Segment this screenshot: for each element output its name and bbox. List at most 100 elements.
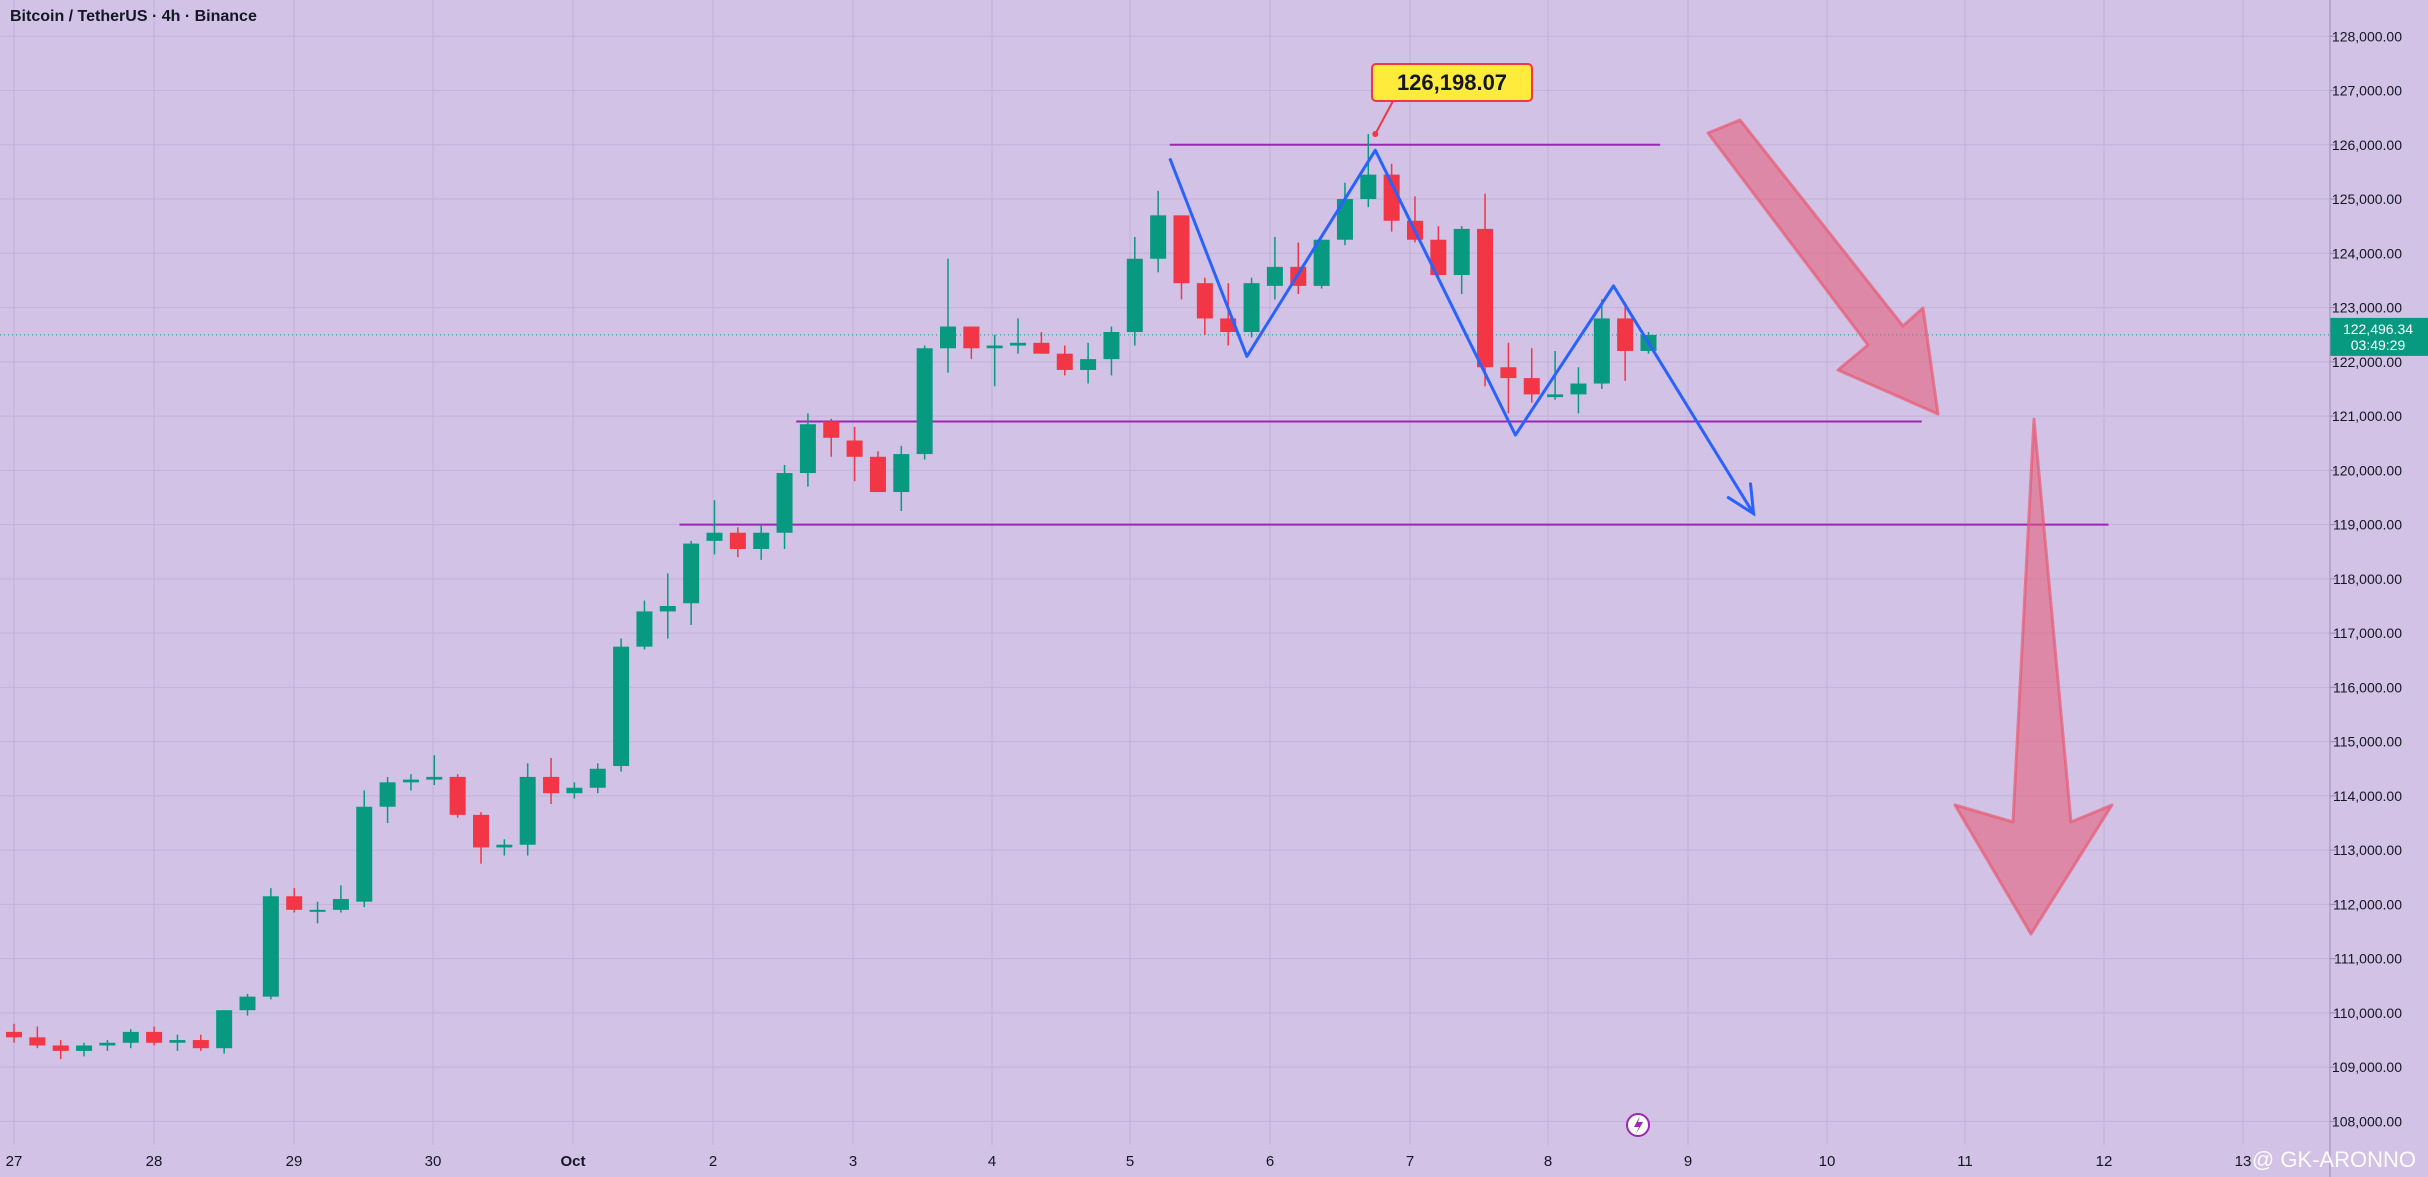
pattern-arrowhead: [1726, 482, 1756, 517]
y-tick-label: 128,000.00: [2332, 28, 2402, 44]
candle-body: [869, 456, 886, 493]
y-tick-label: 118,000.00: [2333, 571, 2402, 587]
candle-body: [986, 345, 1003, 349]
projection-arrow-2: [1953, 417, 2114, 936]
candle-body: [52, 1045, 69, 1051]
y-tick-label: 126,000.00: [2332, 137, 2402, 153]
y-tick-label: 125,000.00: [2332, 191, 2402, 207]
pattern-drawing: [1168, 148, 1756, 517]
candle-body: [916, 348, 933, 455]
x-tick-label: 7: [1406, 1153, 1414, 1170]
candle-body: [1313, 239, 1330, 286]
candle-body: [1570, 383, 1587, 395]
y-tick-label: 117,000.00: [2333, 625, 2402, 641]
candle-body: [146, 1031, 163, 1043]
watermark: @ GK-ARONNO: [2251, 1147, 2416, 1172]
candle-body: [706, 532, 723, 541]
current-price-countdown: 03:49:29: [2351, 337, 2406, 353]
candle-body: [1523, 378, 1540, 395]
candle-body: [1547, 394, 1564, 398]
candle-body: [1080, 359, 1097, 370]
y-tick-label: 113,000.00: [2333, 842, 2402, 858]
candle-body: [426, 776, 443, 780]
candle-body: [659, 605, 676, 612]
candle-body: [473, 814, 489, 848]
candle-body: [543, 776, 560, 794]
candle-body: [1477, 228, 1494, 368]
candle-body: [216, 1010, 233, 1049]
x-tick-label: 12: [2096, 1153, 2113, 1170]
candle-body: [356, 806, 373, 902]
candle-body: [893, 454, 910, 493]
candle-body: [122, 1031, 139, 1043]
projection-arrow-1: [1706, 118, 1940, 416]
peak-label-box: [1371, 63, 1533, 102]
y-tick-label: 120,000.00: [2332, 462, 2402, 478]
y-tick-label: 115,000.00: [2333, 734, 2402, 750]
peak-label: 126,198.07: [1397, 70, 1507, 95]
candle-body: [192, 1040, 209, 1049]
x-tick-label: 28: [146, 1153, 163, 1170]
support-resistance-levels: [0, 143, 2330, 526]
candle-body: [963, 326, 980, 349]
candle-body: [449, 776, 466, 815]
candle-body: [683, 543, 700, 604]
candle-body: [519, 776, 536, 845]
candle-body: [76, 1045, 93, 1051]
candle-body: [636, 611, 653, 647]
x-tick-label: 5: [1126, 1153, 1134, 1170]
x-tick-label: 27: [6, 1153, 23, 1170]
x-tick-label: 6: [1266, 1153, 1274, 1170]
y-tick-label: 109,000.00: [2332, 1059, 2402, 1075]
candle-body: [940, 326, 956, 349]
candle-body: [1173, 215, 1190, 284]
candle-body: [799, 424, 816, 474]
candle-body: [29, 1037, 46, 1046]
candle-body: [1383, 174, 1400, 221]
y-tick-label: 122,000.00: [2332, 354, 2402, 370]
candle-body: [309, 909, 326, 912]
candle-body: [1150, 215, 1167, 259]
x-tick-label: 3: [849, 1153, 857, 1170]
y-tick-label: 123,000.00: [2332, 300, 2402, 316]
candle-body: [846, 440, 863, 457]
x-tick-label: 2: [709, 1153, 717, 1170]
candle-body: [1360, 174, 1377, 200]
candle-body: [729, 532, 746, 550]
pattern-line: [1168, 148, 1755, 515]
candle-body: [1033, 342, 1050, 354]
candle-body: [1430, 239, 1447, 276]
peak-callout-line: [1374, 100, 1394, 135]
current-price-value: 122,496.34: [2343, 321, 2413, 337]
x-tick-label: 30: [425, 1153, 442, 1170]
candle-body: [332, 898, 349, 910]
candle-body: [1126, 258, 1143, 332]
candle-body: [1453, 228, 1470, 276]
candle-body: [286, 896, 303, 910]
x-tick-label: 29: [286, 1153, 303, 1170]
candle-body: [99, 1042, 116, 1046]
replay-icon[interactable]: [1626, 1113, 1650, 1137]
x-tick-label: 13: [2235, 1153, 2252, 1170]
axes: 128,000.00 127,000.00 126,000.00 125,000.00…: [6, 0, 2402, 1177]
peak-marker: [1372, 131, 1379, 138]
candle-body: [566, 787, 583, 794]
projection-arrows: [1706, 118, 2114, 936]
x-tick-label: 8: [1544, 1153, 1552, 1170]
x-tick-label: 4: [988, 1153, 996, 1170]
candle-body: [1056, 353, 1073, 370]
candle-body: [1103, 331, 1120, 360]
candle-body: [1617, 318, 1634, 351]
candle-body: [1266, 266, 1283, 286]
x-tick-label: 10: [1819, 1153, 1836, 1170]
y-tick-label: 121,000.00: [2332, 408, 2402, 424]
candle-body: [496, 844, 513, 848]
candle-body: [753, 532, 770, 550]
candle-body: [589, 768, 606, 788]
candle-body: [776, 473, 793, 533]
x-tick-label: Oct: [560, 1153, 585, 1170]
y-tick-label: 127,000.00: [2332, 83, 2402, 99]
